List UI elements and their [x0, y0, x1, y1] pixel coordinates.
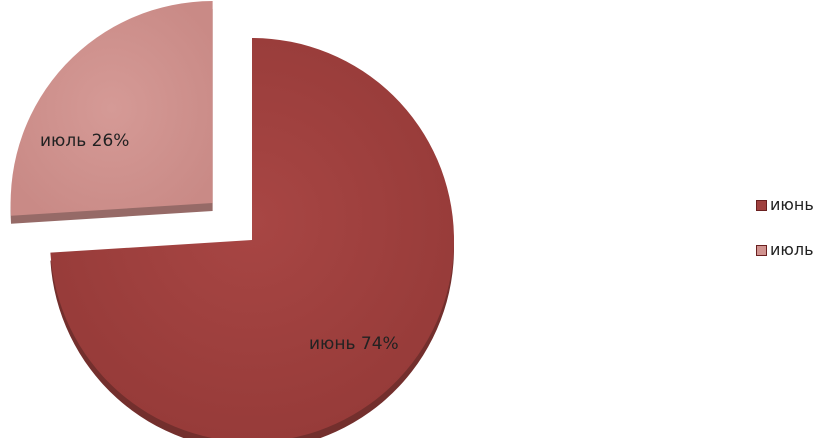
pie-slice: [11, 1, 213, 216]
legend-swatch: [756, 200, 767, 211]
slice-data-label: июнь 74%: [309, 334, 399, 354]
legend-label: июнь: [770, 196, 814, 214]
legend-swatch: [756, 245, 767, 256]
legend-label: июль: [770, 241, 814, 259]
slice-data-label: июль 26%: [40, 131, 129, 151]
legend-item: июль: [756, 241, 814, 259]
legend: июнь июль: [756, 196, 814, 286]
legend-item: июнь: [756, 196, 814, 214]
